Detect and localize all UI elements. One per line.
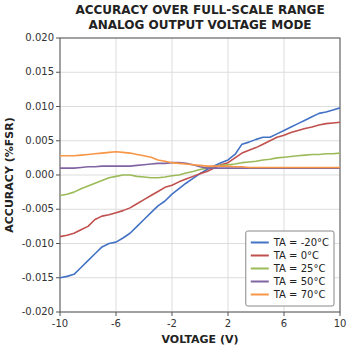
tick-label: 0.010 [25, 101, 54, 112]
series-line [60, 152, 340, 168]
legend-swatch [251, 242, 269, 244]
tick-mark [56, 175, 60, 176]
tick-mark [56, 243, 60, 244]
grid-line [60, 106, 340, 107]
tick-mark [284, 312, 285, 316]
grid-line [228, 38, 229, 312]
legend-label: TA = 25°C [273, 263, 326, 274]
tick-mark [340, 312, 341, 316]
legend-swatch [251, 255, 269, 257]
legend-swatch [251, 281, 269, 283]
tick-mark [56, 38, 60, 39]
grid-line [116, 38, 117, 312]
tick-mark [172, 312, 173, 316]
tick-label: -0.005 [22, 203, 54, 214]
series-line [60, 108, 340, 278]
tick-label: -6 [111, 318, 121, 329]
tick-label: -0.015 [22, 272, 54, 283]
axes: -0.020 -0.015 -0.010 -0.005 0.000 0.005 0.010 0… [22, 32, 347, 329]
tick-label: 6 [281, 318, 287, 329]
tick-label: 10 [334, 318, 347, 329]
subtitle: ANALOG OUTPUT VOLTAGE MODE [88, 18, 311, 32]
y-axis-label: ACCURACY (%FSR) [3, 117, 16, 232]
series-line [60, 122, 340, 236]
tick-label: -2 [167, 318, 177, 329]
legend-label: TA = 70°C [273, 289, 326, 300]
tick-label: 0.015 [25, 66, 54, 77]
grid-line [60, 140, 340, 141]
tick-mark [56, 106, 60, 107]
grid-line [60, 72, 340, 73]
x-axis-label: VOLTAGE (V) [162, 333, 239, 346]
tick-mark [228, 312, 229, 316]
tick-label: -10 [52, 318, 68, 329]
tick-label: 0.000 [25, 169, 54, 180]
legend-swatch [251, 268, 269, 270]
tick-mark [56, 209, 60, 210]
legend-label: TA = 50°C [273, 276, 326, 287]
legend-frame [246, 231, 334, 306]
legend-swatch [251, 294, 269, 296]
series-line [60, 153, 340, 195]
chart: -0.020 -0.015 -0.010 -0.005 0.000 0.005 0.010 0… [0, 0, 350, 350]
tick-label: 0.020 [25, 32, 54, 43]
legend: TA = -20°C TA = 0°C TA = 25°C TA = 50°C TA =… [246, 231, 334, 306]
legend-label: TA = -20°C [273, 237, 329, 248]
background [0, 0, 350, 350]
tick-label: 0.005 [25, 135, 54, 146]
grid [60, 38, 340, 312]
tick-label: -0.010 [22, 238, 54, 249]
tick-mark [56, 277, 60, 278]
plot-frame [60, 38, 340, 312]
grid-line [60, 175, 340, 176]
title: ACCURACY OVER FULL-SCALE RANGE [75, 3, 324, 17]
tick-mark [56, 312, 60, 313]
tick-mark [56, 140, 60, 141]
series-group [60, 108, 340, 278]
legend-label: TA = 0°C [273, 250, 319, 261]
grid-line [60, 209, 340, 210]
tick-mark [116, 312, 117, 316]
tick-mark [60, 312, 61, 316]
tick-label: -0.020 [22, 306, 54, 317]
tick-mark [56, 72, 60, 73]
tick-label: 2 [225, 318, 231, 329]
